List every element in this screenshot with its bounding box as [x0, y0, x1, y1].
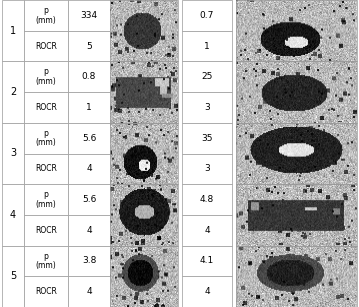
- Text: p
(mm): p (mm): [36, 129, 56, 147]
- Text: 4.8: 4.8: [200, 195, 214, 204]
- Bar: [68, 92, 110, 123]
- Text: p
(mm): p (mm): [36, 6, 56, 25]
- Bar: [182, 215, 232, 246]
- Bar: [68, 0, 110, 31]
- Bar: [24, 276, 68, 307]
- Bar: [2, 123, 24, 184]
- Bar: [236, 0, 357, 61]
- Bar: [110, 246, 178, 307]
- Text: 334: 334: [80, 11, 98, 20]
- Text: 3: 3: [10, 149, 16, 158]
- Bar: [68, 246, 110, 276]
- Text: 3: 3: [204, 164, 210, 173]
- Text: 1: 1: [10, 26, 16, 36]
- Text: ROCR: ROCR: [35, 103, 57, 112]
- Text: 5: 5: [10, 271, 16, 281]
- Text: ROCR: ROCR: [35, 226, 57, 235]
- Bar: [2, 0, 24, 61]
- Bar: [110, 123, 178, 184]
- Text: 4: 4: [10, 210, 16, 220]
- Text: ROCR: ROCR: [35, 287, 57, 296]
- Text: 4.1: 4.1: [200, 256, 214, 266]
- Text: p
(mm): p (mm): [36, 252, 56, 270]
- Bar: [110, 61, 178, 123]
- Text: 3: 3: [204, 103, 210, 112]
- Bar: [24, 215, 68, 246]
- Bar: [24, 31, 68, 61]
- Text: 5: 5: [86, 41, 92, 51]
- Bar: [24, 0, 68, 31]
- Bar: [182, 154, 232, 184]
- Text: ROCR: ROCR: [35, 41, 57, 51]
- Text: 5.6: 5.6: [82, 134, 96, 143]
- Text: 1: 1: [86, 103, 92, 112]
- Text: 1: 1: [204, 41, 210, 51]
- Bar: [24, 154, 68, 184]
- Bar: [182, 31, 232, 61]
- Bar: [110, 0, 178, 61]
- Bar: [182, 276, 232, 307]
- Text: 0.7: 0.7: [200, 11, 214, 20]
- Bar: [182, 184, 232, 215]
- Bar: [68, 31, 110, 61]
- Bar: [24, 123, 68, 154]
- Text: 4: 4: [86, 164, 92, 173]
- Bar: [236, 246, 357, 307]
- Text: 4: 4: [86, 287, 92, 296]
- Bar: [236, 123, 357, 184]
- Bar: [110, 184, 178, 246]
- Text: 4: 4: [204, 287, 210, 296]
- Bar: [24, 61, 68, 92]
- Bar: [68, 184, 110, 215]
- Bar: [68, 276, 110, 307]
- Text: 4: 4: [204, 226, 210, 235]
- Bar: [182, 246, 232, 276]
- Bar: [182, 61, 232, 92]
- Text: 25: 25: [201, 72, 213, 81]
- Text: 0.8: 0.8: [82, 72, 96, 81]
- Bar: [68, 61, 110, 92]
- Bar: [24, 184, 68, 215]
- Bar: [68, 154, 110, 184]
- Text: ROCR: ROCR: [35, 164, 57, 173]
- Text: 3.8: 3.8: [82, 256, 96, 266]
- Bar: [2, 184, 24, 246]
- Text: 2: 2: [10, 87, 16, 97]
- Bar: [2, 246, 24, 307]
- Bar: [24, 92, 68, 123]
- Text: 5.6: 5.6: [82, 195, 96, 204]
- Bar: [182, 92, 232, 123]
- Text: p
(mm): p (mm): [36, 68, 56, 86]
- Bar: [2, 61, 24, 123]
- Bar: [236, 61, 357, 123]
- Bar: [182, 123, 232, 154]
- Bar: [68, 123, 110, 154]
- Text: 4: 4: [86, 226, 92, 235]
- Text: p
(mm): p (mm): [36, 190, 56, 209]
- Bar: [236, 184, 357, 246]
- Bar: [182, 0, 232, 31]
- Bar: [24, 246, 68, 276]
- Bar: [68, 215, 110, 246]
- Text: 35: 35: [201, 134, 213, 143]
